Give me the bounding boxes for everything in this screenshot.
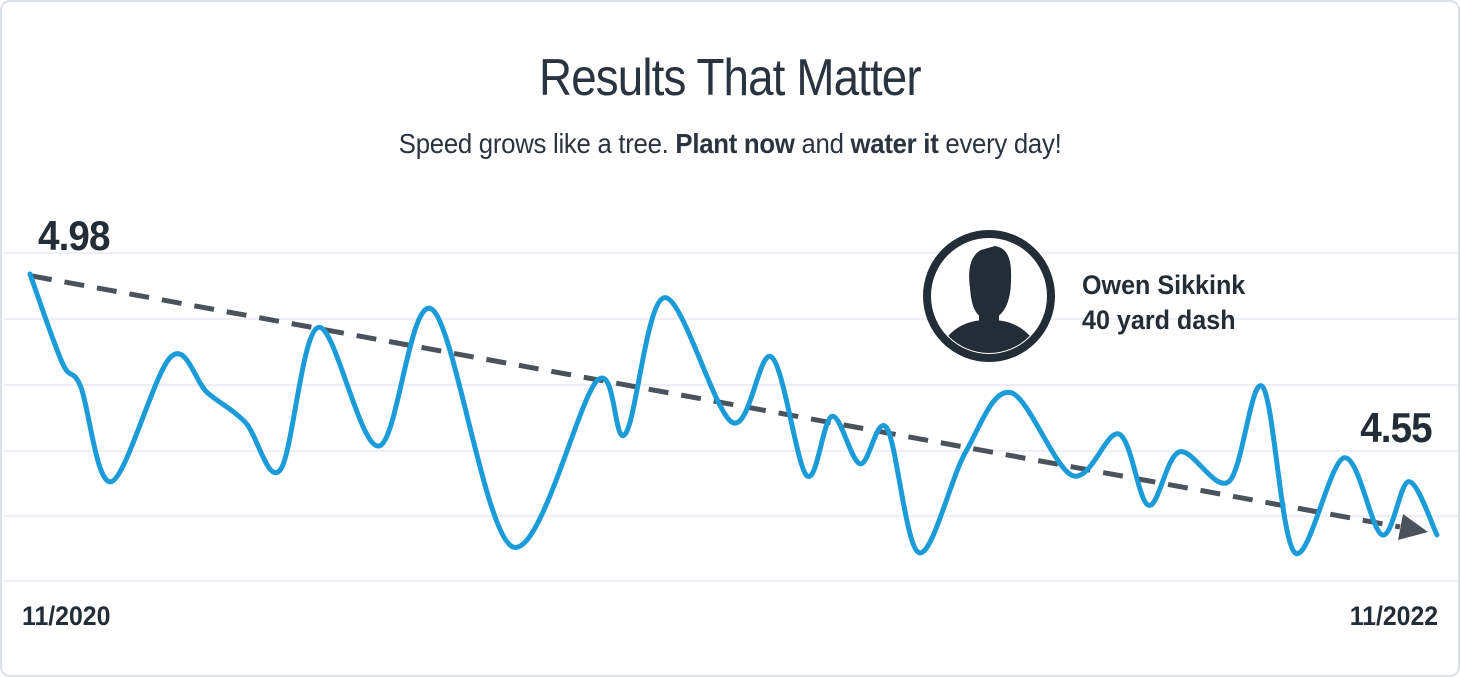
subtitle-text: every day!: [938, 128, 1062, 159]
x-axis-start-label: 11/2020: [22, 601, 111, 631]
page-subtitle: Speed grows like a tree. Plant now and w…: [2, 128, 1458, 160]
subtitle-text: Speed grows like a tree.: [398, 128, 676, 159]
speed-series-line: [27, 271, 1440, 556]
subtitle-bold-plant-now: Plant now: [675, 128, 795, 159]
athlete-info: Owen Sikkink 40 yard dash: [1082, 268, 1245, 338]
trend-arrowhead-icon: [1398, 514, 1428, 540]
start-value-label: 4.98: [38, 212, 110, 259]
subtitle-text: and: [794, 128, 851, 159]
gridlines: [4, 252, 1458, 582]
athlete-event: 40 yard dash: [1082, 305, 1236, 335]
page-title: Results That Matter: [539, 49, 922, 107]
athlete-avatar: [923, 230, 1055, 362]
end-value-label: 4.55: [1360, 404, 1432, 451]
x-axis-end-label: 11/2022: [1349, 601, 1438, 631]
athlete-name: Owen Sikkink: [1082, 270, 1246, 300]
subtitle-bold-water-it: water it: [850, 128, 939, 159]
